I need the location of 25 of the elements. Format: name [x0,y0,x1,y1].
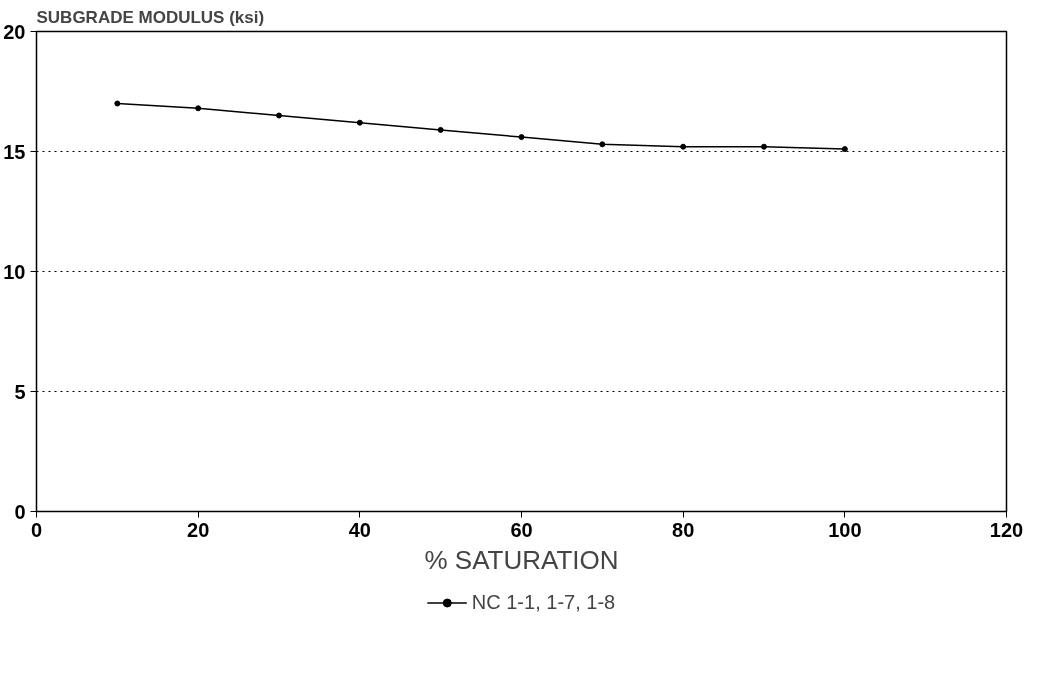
point [761,143,767,150]
point [599,141,606,148]
x-tick-label: 80 [672,518,695,541]
x-tick-label: 40 [348,518,371,541]
x-tick-label: 0 [30,518,43,541]
y-axis-title: SUBGRADE MODULUS (ksi) [36,7,265,27]
point [841,146,848,153]
point [680,143,687,150]
x-tick-label: 120 [989,518,1024,541]
point [437,126,444,133]
y-tick-label: 20 [3,20,26,43]
x-tick-label: 60 [510,518,533,541]
point [276,112,282,119]
x-axis-title: % SATURATION [424,544,619,575]
point [356,119,363,126]
point [114,100,121,107]
legend-label: NC 1-1, 1-7, 1-8 [471,590,616,614]
y-tick-label: 10 [3,260,26,283]
y-tick-label: 0 [14,500,26,523]
y-tick-label: 15 [3,140,26,163]
x-tick-label: 100 [828,518,862,541]
point [195,105,202,112]
y-tick-label: 5 [14,380,26,403]
x-tick-label: 20 [187,518,210,541]
point [518,134,525,141]
